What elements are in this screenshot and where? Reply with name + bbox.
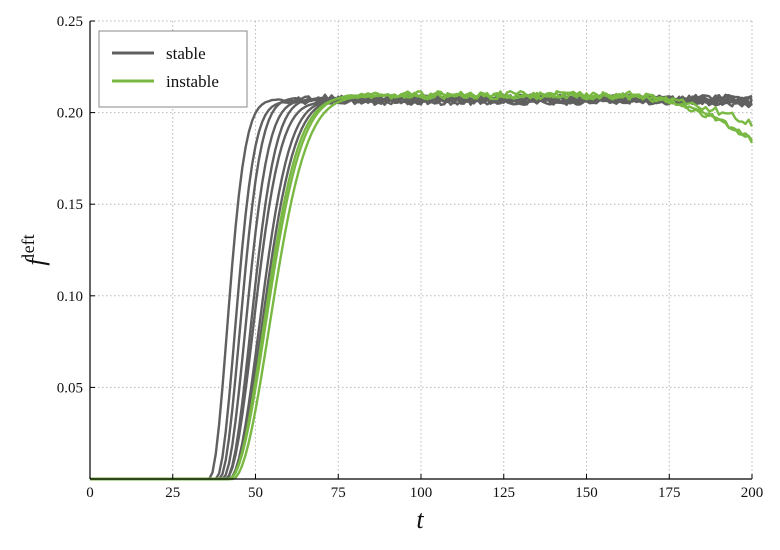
x-tick-label: 25 [165,485,180,501]
x-tick-label: 50 [248,485,263,501]
legend: stable instable [98,30,248,108]
y-tick-label: 0.25 [57,14,83,30]
x-tick-label: 125 [493,485,516,501]
x-tick-label: 150 [575,485,598,501]
legend-label-stable: stable [166,44,206,63]
y-axis-label-base: f [21,255,50,266]
x-tick-label: 200 [741,485,764,501]
y-tick-label: 0.10 [57,289,83,305]
legend-box [98,30,248,108]
tick-labels: 0 25 50 75 100 125 150 175 200 0.05 0.10 0.15 0.20 0.… [57,14,764,501]
y-tick-label: 0.20 [57,106,83,122]
x-tick-label: 175 [658,485,681,501]
x-tick-label: 100 [410,485,433,501]
legend-label-instable: instable [166,72,219,91]
y-axis-label: fleft [18,234,50,265]
y-axis-label-superscript: left [18,234,38,258]
x-tick-label: 75 [331,485,346,501]
x-tick-label: 0 [86,485,94,501]
y-tick-label: 0.15 [57,197,83,213]
x-axis-label: t [416,505,424,534]
y-tick-label: 0.05 [57,380,83,396]
